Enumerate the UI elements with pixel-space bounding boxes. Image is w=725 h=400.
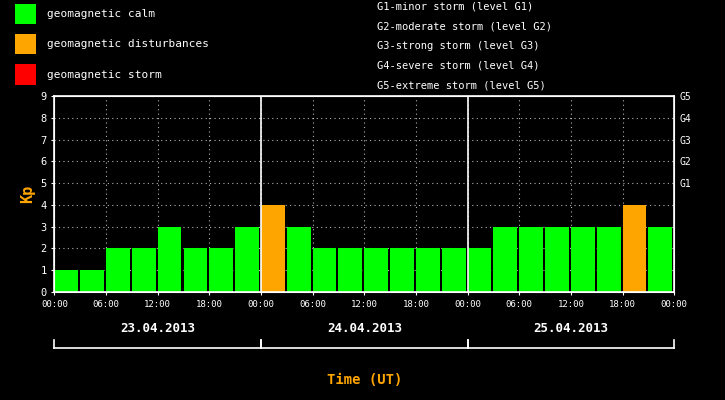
Bar — [132, 248, 156, 292]
Bar — [442, 248, 465, 292]
Y-axis label: Kp: Kp — [20, 185, 35, 203]
Text: G2-moderate storm (level G2): G2-moderate storm (level G2) — [377, 21, 552, 31]
Bar — [597, 227, 621, 292]
Text: 24.04.2013: 24.04.2013 — [327, 322, 402, 335]
Bar — [494, 227, 517, 292]
Text: G1-minor storm (level G1): G1-minor storm (level G1) — [377, 2, 534, 12]
Bar — [106, 248, 130, 292]
Bar — [571, 227, 594, 292]
Bar — [14, 34, 36, 54]
Bar — [157, 227, 181, 292]
Text: G3-strong storm (level G3): G3-strong storm (level G3) — [377, 41, 539, 51]
Text: G5-extreme storm (level G5): G5-extreme storm (level G5) — [377, 80, 546, 90]
Bar — [14, 64, 36, 85]
Bar — [235, 227, 259, 292]
Bar — [210, 248, 233, 292]
Bar — [261, 205, 285, 292]
Bar — [54, 270, 78, 292]
Bar — [416, 248, 440, 292]
Bar — [183, 248, 207, 292]
Bar — [339, 248, 362, 292]
Text: Time (UT): Time (UT) — [327, 373, 402, 387]
Bar — [287, 227, 310, 292]
Bar — [364, 248, 388, 292]
Bar — [14, 4, 36, 24]
Bar — [648, 227, 672, 292]
Bar — [390, 248, 414, 292]
Text: geomagnetic disturbances: geomagnetic disturbances — [47, 39, 209, 49]
Text: 25.04.2013: 25.04.2013 — [534, 322, 608, 335]
Text: G4-severe storm (level G4): G4-severe storm (level G4) — [377, 61, 539, 71]
Bar — [545, 227, 569, 292]
Text: 23.04.2013: 23.04.2013 — [120, 322, 195, 335]
Bar — [623, 205, 647, 292]
Bar — [468, 248, 492, 292]
Bar — [80, 270, 104, 292]
Text: geomagnetic calm: geomagnetic calm — [47, 9, 155, 19]
Bar — [312, 248, 336, 292]
Text: geomagnetic storm: geomagnetic storm — [47, 70, 162, 80]
Bar — [519, 227, 543, 292]
